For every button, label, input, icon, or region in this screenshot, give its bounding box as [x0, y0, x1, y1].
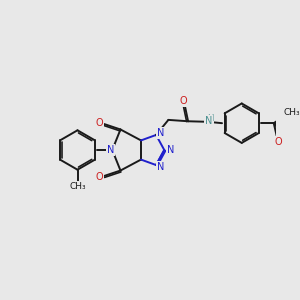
Text: O: O — [95, 118, 103, 128]
Text: O: O — [179, 96, 187, 106]
Text: N: N — [167, 145, 174, 155]
Text: N: N — [107, 145, 115, 155]
Text: N: N — [205, 116, 212, 126]
Text: CH₃: CH₃ — [284, 108, 300, 117]
Text: CH₃: CH₃ — [70, 182, 86, 191]
Text: H: H — [207, 114, 213, 123]
Text: N: N — [157, 128, 164, 138]
Text: O: O — [95, 172, 103, 182]
Text: N: N — [157, 162, 164, 172]
Text: O: O — [274, 137, 282, 147]
